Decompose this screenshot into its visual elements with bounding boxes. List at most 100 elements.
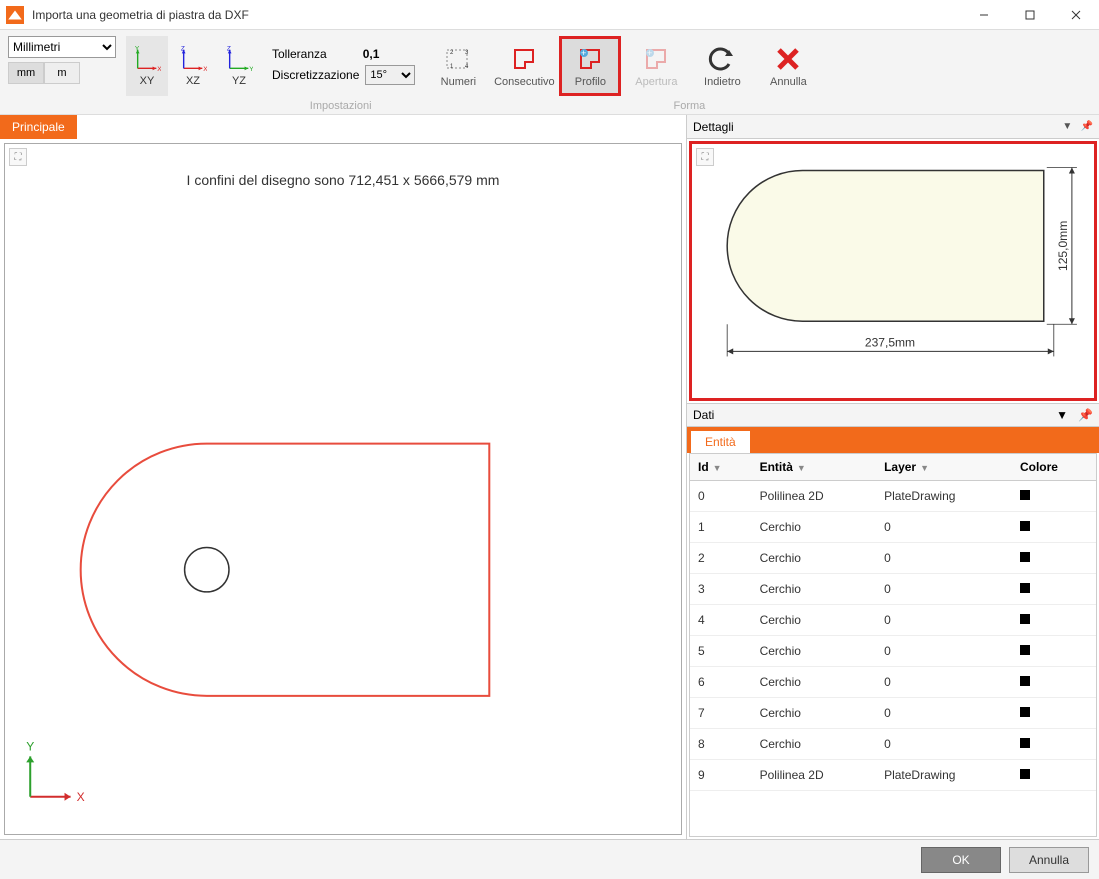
settings-column: Tolleranza 0,1 Discretizzazione 15°	[272, 47, 415, 85]
profilo-button[interactable]: + Profilo	[559, 36, 621, 96]
table-row[interactable]: 6 Cerchio 0	[690, 667, 1096, 698]
cell-id: 6	[690, 667, 752, 698]
table-row[interactable]: 0 Polilinea 2D PlateDrawing	[690, 481, 1096, 512]
cell-color	[1012, 760, 1096, 791]
table-row[interactable]: 9 Polilinea 2D PlateDrawing	[690, 760, 1096, 791]
cell-entita: Cerchio	[752, 729, 877, 760]
data-grid[interactable]: Id▼ Entità▼ Layer▼ Colore 0 Polilinea 2D…	[689, 453, 1097, 837]
svg-text:1: 1	[450, 64, 454, 70]
cell-layer: 0	[876, 605, 1012, 636]
cell-color	[1012, 667, 1096, 698]
main-panel-header: Principale	[0, 115, 686, 139]
tolerance-label: Tolleranza	[272, 47, 327, 61]
table-row[interactable]: 8 Cerchio 0	[690, 729, 1096, 760]
col-entita[interactable]: Entità▼	[752, 454, 877, 481]
svg-text:Z: Z	[181, 46, 185, 53]
cell-color	[1012, 543, 1096, 574]
ribbon-toolbar: Millimetri mm m XY XY XZ XZ YZ YZ Toller…	[0, 30, 1099, 115]
data-tabs: Entità	[687, 427, 1099, 453]
plane-yz-button[interactable]: YZ YZ	[218, 36, 260, 96]
forma-group: + Profilo + Apertura Indietro Annulla Fo…	[559, 36, 819, 112]
svg-text:Y: Y	[249, 66, 253, 73]
unit-mm-button[interactable]: mm	[8, 62, 44, 84]
unit-select-group: Millimetri mm m	[8, 36, 116, 84]
table-row[interactable]: 5 Cerchio 0	[690, 636, 1096, 667]
cell-id: 8	[690, 729, 752, 760]
cell-entita: Polilinea 2D	[752, 760, 877, 791]
table-row[interactable]: 7 Cerchio 0	[690, 698, 1096, 729]
window-title: Importa una geometria di piastra da DXF	[32, 8, 961, 22]
cell-id: 3	[690, 574, 752, 605]
units-dropdown[interactable]: Millimetri	[8, 36, 116, 58]
discretization-label: Discretizzazione	[272, 68, 359, 82]
data-header: Dati ▼ 📌	[687, 403, 1099, 427]
cell-entita: Cerchio	[752, 636, 877, 667]
planes-group: XY XY XZ XZ YZ YZ Tolleranza 0,1 Discret…	[126, 36, 555, 112]
tolerance-value: 0,1	[363, 47, 380, 61]
cell-entita: Cerchio	[752, 667, 877, 698]
footer: OK Annulla	[0, 839, 1099, 879]
cell-entita: Cerchio	[752, 574, 877, 605]
svg-text:X: X	[157, 66, 161, 73]
svg-text:Y: Y	[26, 739, 34, 753]
col-colore[interactable]: Colore	[1012, 454, 1096, 481]
discretization-dropdown[interactable]: 15°	[365, 65, 415, 85]
svg-text:+: +	[647, 48, 652, 58]
main-column: Principale ⛶ I confini del disegno sono …	[0, 115, 687, 839]
cell-layer: 0	[876, 543, 1012, 574]
table-row[interactable]: 3 Cerchio 0	[690, 574, 1096, 605]
cell-id: 5	[690, 636, 752, 667]
indietro-button[interactable]: Indietro	[691, 36, 753, 96]
detail-expand-icon[interactable]: ⛶	[696, 148, 714, 166]
unit-m-button[interactable]: m	[44, 62, 80, 84]
cell-layer: 0	[876, 574, 1012, 605]
cell-color	[1012, 574, 1096, 605]
cell-color	[1012, 605, 1096, 636]
plane-xy-button[interactable]: XY XY	[126, 36, 168, 96]
content-area: Principale ⛶ I confini del disegno sono …	[0, 115, 1099, 839]
minimize-button[interactable]	[961, 0, 1007, 30]
ok-button[interactable]: OK	[921, 847, 1001, 873]
detail-drawing: 237,5mm 125,0mm	[692, 144, 1094, 398]
annulla-button[interactable]: Annulla	[757, 36, 819, 96]
cell-layer: 0	[876, 698, 1012, 729]
cell-entita: Cerchio	[752, 543, 877, 574]
table-row[interactable]: 1 Cerchio 0	[690, 512, 1096, 543]
svg-text:X: X	[77, 790, 85, 804]
right-column: Dettagli ▼ 📌 ⛶ 237,5mm 12	[687, 115, 1099, 839]
close-button[interactable]	[1053, 0, 1099, 30]
impostazioni-caption: Impostazioni	[310, 100, 372, 112]
svg-text:+: +	[581, 48, 586, 58]
table-row[interactable]: 4 Cerchio 0	[690, 605, 1096, 636]
detail-panel: ⛶ 237,5mm 125,0mm	[689, 141, 1097, 401]
cell-layer: 0	[876, 667, 1012, 698]
cell-color	[1012, 729, 1096, 760]
numeri-button[interactable]: 2314 Numeri	[427, 36, 489, 96]
main-canvas[interactable]: ⛶ I confini del disegno sono 712,451 x 5…	[4, 143, 682, 835]
cell-color	[1012, 698, 1096, 729]
detail-width-label: 237,5mm	[865, 335, 915, 349]
cell-entita: Polilinea 2D	[752, 481, 877, 512]
cell-id: 1	[690, 512, 752, 543]
col-id[interactable]: Id▼	[690, 454, 752, 481]
entita-tab[interactable]: Entità	[691, 431, 750, 453]
detail-height-label: 125,0mm	[1056, 221, 1070, 271]
svg-text:Y: Y	[135, 46, 140, 53]
detail-header-icons[interactable]: ▼ 📌	[1062, 121, 1093, 132]
cell-id: 7	[690, 698, 752, 729]
cancel-button[interactable]: Annulla	[1009, 847, 1089, 873]
cell-id: 4	[690, 605, 752, 636]
data-header-icons[interactable]: ▼ 📌	[1056, 408, 1093, 422]
plane-xz-button[interactable]: XZ XZ	[172, 36, 214, 96]
cell-color	[1012, 636, 1096, 667]
main-tab[interactable]: Principale	[0, 115, 77, 139]
maximize-button[interactable]	[1007, 0, 1053, 30]
consecutivo-button[interactable]: Consecutivo	[493, 36, 555, 96]
table-row[interactable]: 2 Cerchio 0	[690, 543, 1096, 574]
cell-layer: 0	[876, 512, 1012, 543]
svg-text:2: 2	[450, 50, 454, 56]
col-layer[interactable]: Layer▼	[876, 454, 1012, 481]
cell-layer: 0	[876, 636, 1012, 667]
apertura-button[interactable]: + Apertura	[625, 36, 687, 96]
svg-text:X: X	[203, 66, 207, 73]
